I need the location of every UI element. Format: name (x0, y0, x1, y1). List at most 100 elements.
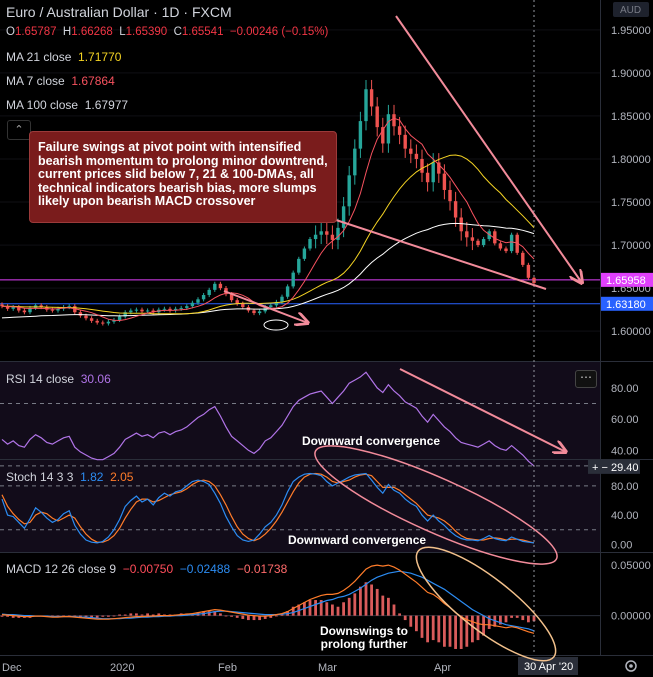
candle-body (297, 258, 301, 273)
candle-body (308, 239, 312, 249)
macd-line (1, 564, 535, 634)
ma21-legend[interactable]: MA 21 close 1.71770 (6, 50, 121, 64)
candle-body (196, 299, 200, 303)
macd-histogram-bar (291, 606, 295, 616)
support-level-badge (601, 296, 653, 311)
rsi-annotation: Downward convergence (302, 434, 441, 448)
macd-legend[interactable]: MACD 12 26 close 9 −0.00750 −0.02488 −0.… (6, 562, 287, 576)
ma21-value: 1.71770 (78, 50, 122, 64)
candle-body (140, 309, 144, 312)
macd-histogram-bar (90, 615, 93, 618)
rsi-divergence-arrow (399, 368, 566, 452)
stoch-d-line (1, 472, 535, 544)
candle-body (526, 264, 531, 278)
macd-histogram-bar (426, 615, 429, 643)
macd-label: MACD 12 26 close 9 (6, 562, 117, 576)
candle-body (280, 296, 284, 302)
price-tick-label: 1.75000 (611, 197, 651, 209)
price-tick-label: 1.95000 (611, 25, 651, 37)
pivot-highlight-ellipse (263, 319, 289, 331)
callout-pointer-line (335, 219, 547, 290)
candle-body (17, 307, 21, 311)
ma100-legend[interactable]: MA 100 close 1.67977 (6, 98, 128, 112)
candle-body (285, 286, 290, 297)
macd-histogram-bar (437, 615, 441, 643)
candle-body (459, 217, 463, 232)
candle-body (56, 308, 60, 311)
ma100-line (1, 222, 535, 319)
candle-body (257, 311, 262, 314)
macd-highlight-ellipse (415, 546, 557, 662)
candle-body (190, 302, 195, 307)
macd-histogram-bar (319, 600, 323, 616)
candle-body (437, 162, 441, 174)
macd-histogram-bar (476, 615, 480, 641)
macd-histogram-bar (336, 606, 340, 616)
candle-body (504, 248, 508, 252)
candle-body (162, 308, 167, 310)
candle-body (341, 206, 346, 228)
stoch-tick-label: 0.00 (611, 539, 632, 551)
candle-body (330, 234, 335, 240)
macd-histogram-bar (241, 615, 245, 619)
macd-histogram-bar (381, 595, 385, 616)
candle-body (134, 309, 139, 311)
candle-body (397, 126, 402, 135)
collapse-legend-chevron-icon[interactable]: ⌃ (7, 120, 31, 140)
candle-body (515, 234, 519, 253)
rsi-legend[interactable]: RSI 14 close 30.06 (6, 372, 111, 386)
candle-body (481, 239, 486, 246)
macd-histogram-bar (420, 615, 424, 638)
close-label: C (173, 26, 182, 38)
macd-histogram-bar (459, 615, 463, 649)
candle-body (151, 310, 155, 313)
ma7-value: 1.67864 (71, 74, 115, 88)
rsi-line (1, 371, 535, 467)
stoch-k-value: 1.82 (80, 470, 104, 484)
ma7-legend[interactable]: MA 7 close 1.67864 (6, 74, 115, 88)
candle-body (95, 320, 99, 323)
support-level-badge-label: 1.63180 (606, 299, 646, 311)
macd-histogram-bar (17, 615, 21, 618)
high-label: H (62, 26, 72, 38)
currency-badge-label: AUD (620, 5, 641, 16)
candle-body (386, 114, 391, 144)
rsi-tick-label: 40.00 (611, 445, 639, 457)
macd-histogram-bar (359, 586, 362, 616)
high-value: 1.66268 (71, 26, 113, 38)
candle-body (381, 127, 385, 144)
rsi-label: RSI 14 close (6, 372, 75, 386)
downtrend-arrow (395, 15, 582, 283)
candle-body (112, 319, 116, 322)
gear-icon-hub (629, 664, 633, 668)
stoch-label: Stoch 14 3 3 (6, 470, 74, 484)
rsi-cursor-label: + − 29.40 (592, 462, 639, 474)
candle-body (213, 283, 217, 290)
candle-body (173, 308, 178, 311)
more-options-icon[interactable]: ⋯ (575, 370, 597, 388)
stoch-legend[interactable]: Stoch 14 3 3 1.82 2.05 (6, 470, 133, 484)
candle-body (302, 248, 307, 259)
macd-histogram-bar (448, 615, 452, 647)
candle-body (392, 114, 396, 127)
macd-histogram-bar (375, 588, 379, 616)
change-value: −0.00246 (−0.15%) (229, 26, 329, 38)
candle-body (129, 310, 133, 313)
macd-histogram-bar (235, 615, 239, 618)
macd-histogram-bar (527, 615, 530, 623)
macd-histogram-bar (280, 614, 284, 616)
macd-histogram-bar (465, 615, 469, 647)
candle-body (291, 272, 295, 287)
date-cursor-label: 30 Apr '20 (524, 661, 573, 673)
candle-body (145, 310, 150, 312)
price-tick-label: 1.90000 (611, 68, 651, 80)
candle-body (403, 134, 407, 149)
candle-body (521, 252, 525, 265)
candle-body (67, 306, 71, 308)
stoch-highlight-ellipse (314, 445, 558, 565)
candle-body (470, 237, 475, 241)
macd-histogram-bar (482, 615, 485, 636)
macd-histogram-bar (515, 615, 519, 618)
macd-annotation: Downswings to prolong further (320, 624, 408, 651)
